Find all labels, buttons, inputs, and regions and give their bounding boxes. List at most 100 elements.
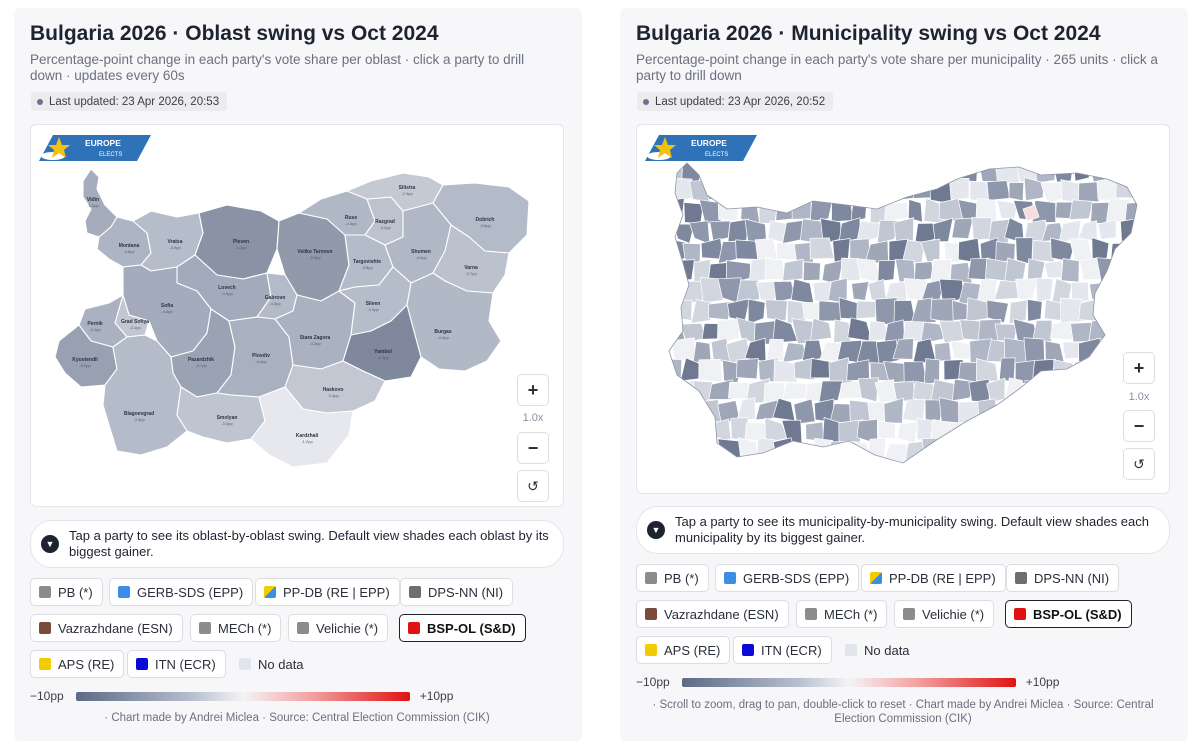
municipality-shape[interactable] <box>716 318 740 345</box>
municipality-shape[interactable] <box>1106 318 1127 343</box>
municipality-map-card[interactable]: EUROPE ELECTS + 1.0x − ↺ <box>636 124 1170 494</box>
municipality-shape[interactable] <box>1119 298 1139 322</box>
municipality-shape[interactable] <box>878 178 900 204</box>
municipality-shape[interactable] <box>726 178 752 205</box>
municipality-shape[interactable] <box>1105 159 1131 182</box>
oblast-map-card[interactable]: EUROPE ELECTS <box>30 124 564 507</box>
municipality-shape[interactable] <box>662 281 687 303</box>
municipality-shape[interactable] <box>1034 158 1058 184</box>
municipality-shape[interactable] <box>1060 258 1080 283</box>
municipality-shape[interactable] <box>737 437 760 464</box>
municipality-shape[interactable] <box>855 177 879 200</box>
municipality-shape[interactable] <box>735 279 760 304</box>
municipality-shape[interactable] <box>671 418 693 444</box>
municipality-shape[interactable] <box>1024 380 1047 405</box>
municipality-shape[interactable] <box>968 378 990 404</box>
municipality-shape[interactable] <box>1008 299 1028 325</box>
municipality-shape[interactable] <box>790 278 815 305</box>
party-chip-mech[interactable]: MECh (*) <box>190 614 282 642</box>
municipality-shape[interactable] <box>1134 218 1157 245</box>
party-chip-pp-db[interactable]: PP-DB (RE | EPP) <box>255 578 400 606</box>
municipality-shape[interactable] <box>717 438 742 463</box>
municipality-shape[interactable] <box>663 400 683 422</box>
municipality-shape[interactable] <box>1060 297 1085 325</box>
municipality-shape[interactable] <box>1043 260 1063 279</box>
party-chip-velichie[interactable]: Velichie (*) <box>894 600 995 628</box>
municipality-shape[interactable] <box>892 380 916 404</box>
zoom-in-button[interactable]: + <box>1123 352 1155 384</box>
municipality-shape[interactable] <box>1088 317 1113 342</box>
municipality-shape[interactable] <box>1052 359 1075 384</box>
party-chip-mech[interactable]: MECh (*) <box>796 600 888 628</box>
municipality-shape[interactable] <box>667 358 683 383</box>
municipality-shape[interactable] <box>772 437 798 464</box>
party-chip-dps-nn[interactable]: DPS-NN (NI) <box>1006 564 1120 592</box>
municipality-shape[interactable] <box>1068 398 1089 424</box>
party-chip-vazrazhdane[interactable]: Vazrazhdane (ESN) <box>636 600 789 628</box>
municipality-shape[interactable] <box>1091 237 1110 263</box>
municipality-shape[interactable] <box>812 281 831 304</box>
municipality-shape[interactable] <box>839 178 860 202</box>
municipality-shape[interactable] <box>758 357 779 383</box>
municipality-shape[interactable] <box>748 257 771 282</box>
municipality-shape[interactable] <box>1096 378 1121 400</box>
party-chip-pb[interactable]: PB (*) <box>636 564 709 592</box>
municipality-shape[interactable] <box>793 357 816 381</box>
municipality-shape[interactable] <box>758 161 776 184</box>
municipality-shape[interactable] <box>1089 159 1112 183</box>
municipality-shape[interactable] <box>970 420 992 445</box>
municipality-shape[interactable] <box>1099 302 1122 324</box>
municipality-shape[interactable] <box>1022 204 1040 222</box>
municipality-shape[interactable] <box>1100 338 1122 361</box>
municipality-shape[interactable] <box>897 420 919 445</box>
municipality-shape[interactable] <box>1081 380 1102 400</box>
party-chip-bsp-ol[interactable]: BSP-OL (S&D) <box>1005 600 1132 628</box>
party-chip-itn[interactable]: ITN (ECR) <box>127 650 226 678</box>
zoom-out-button[interactable]: − <box>517 432 549 464</box>
municipality-shape[interactable] <box>1126 317 1149 343</box>
municipality-shape[interactable] <box>846 359 870 382</box>
municipality-shape[interactable] <box>744 218 767 244</box>
municipality-shape[interactable] <box>994 280 1020 301</box>
municipality-shape[interactable] <box>857 377 879 403</box>
municipality-shape[interactable] <box>1078 422 1101 441</box>
municipality-shape[interactable] <box>876 219 899 245</box>
municipality-shape[interactable] <box>792 161 816 184</box>
municipality-shape[interactable] <box>1014 397 1034 424</box>
municipality-shape[interactable] <box>1088 402 1107 424</box>
municipality-shape[interactable] <box>688 220 711 245</box>
municipality-shape[interactable] <box>877 420 896 439</box>
municipality-shape[interactable] <box>1069 439 1094 464</box>
municipality-shape[interactable] <box>846 160 870 185</box>
municipality-shape[interactable] <box>893 300 916 323</box>
party-chip-vazrazhdane[interactable]: Vazrazhdane (ESN) <box>30 614 183 642</box>
municipality-shape[interactable] <box>904 161 922 180</box>
municipality-shape[interactable] <box>951 378 974 402</box>
municipality-shape[interactable] <box>785 178 804 205</box>
municipality-shape[interactable] <box>663 439 685 460</box>
municipality-shape[interactable] <box>744 337 767 363</box>
municipality-shape[interactable] <box>810 163 835 184</box>
municipality-shape[interactable] <box>932 217 954 243</box>
municipality-shape[interactable] <box>1036 397 1058 422</box>
municipality-shape[interactable] <box>1023 177 1045 202</box>
municipality-shape[interactable] <box>775 158 797 183</box>
municipality-shape[interactable] <box>908 198 923 223</box>
municipality-shape[interactable] <box>848 441 872 464</box>
municipality-shape[interactable] <box>670 380 695 403</box>
municipality-shape[interactable] <box>856 300 882 319</box>
municipality-shape[interactable] <box>986 299 1009 324</box>
municipality-shape[interactable] <box>728 382 749 400</box>
municipality-shape[interactable] <box>1022 420 1048 443</box>
municipality-shape[interactable] <box>736 358 759 380</box>
municipality-shape[interactable] <box>802 261 821 281</box>
municipality-shape[interactable] <box>782 382 807 401</box>
municipality-shape[interactable] <box>996 199 1019 219</box>
municipality-shape[interactable] <box>838 297 862 320</box>
municipality-shape[interactable] <box>877 260 896 283</box>
municipality-shape[interactable] <box>801 180 822 200</box>
hint-banner[interactable]: ▼ Tap a party to see its municipality-by… <box>636 506 1170 554</box>
municipality-shape[interactable] <box>883 202 910 223</box>
municipality-shape[interactable] <box>708 379 733 400</box>
municipality-shape[interactable] <box>856 220 882 245</box>
